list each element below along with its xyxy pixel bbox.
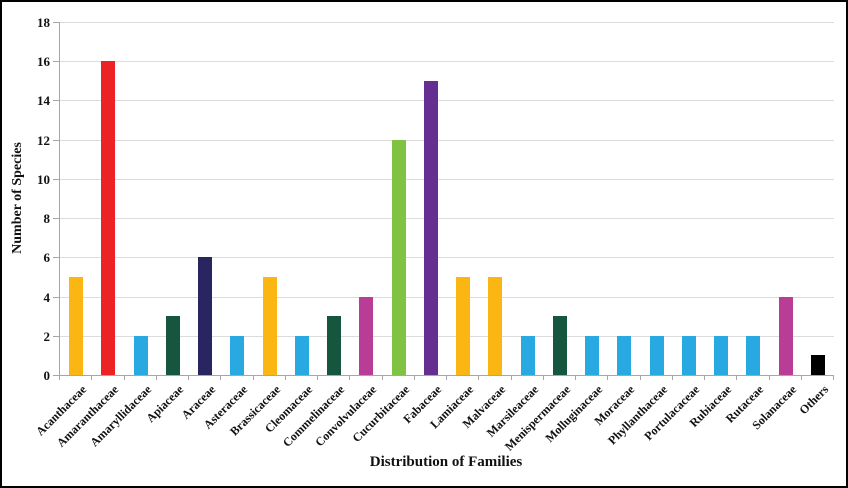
x-tick-mark [188, 376, 189, 380]
bar [810, 355, 825, 375]
x-tick-mark [317, 376, 318, 380]
bar [230, 335, 245, 375]
y-tick-mark [53, 218, 59, 220]
y-tick-label: 4 [43, 289, 51, 305]
gridline [60, 139, 834, 141]
gridline [60, 178, 834, 180]
bar [552, 316, 567, 375]
y-tick-mark [53, 61, 59, 63]
x-tick-mark [349, 376, 351, 380]
y-tick-mark [53, 178, 59, 180]
x-category-label: Others [796, 382, 832, 418]
y-tick-label: 0 [43, 368, 51, 383]
x-tick-mark [252, 376, 254, 380]
x-tick-mark [220, 376, 222, 380]
y-tick-label: 14 [37, 93, 50, 109]
bar [746, 335, 761, 375]
y-tick-mark [53, 22, 59, 23]
bar [133, 335, 148, 375]
x-tick-mark [446, 376, 447, 380]
gridline [60, 218, 834, 220]
x-tick-mark [284, 376, 286, 380]
y-tick-mark [53, 257, 59, 259]
gridline [60, 296, 834, 298]
bar [520, 335, 535, 375]
bar [456, 276, 471, 375]
y-tick-label: 6 [43, 250, 51, 266]
gridline [60, 61, 834, 63]
x-tick-mark [59, 376, 60, 380]
x-tick-mark [155, 376, 157, 380]
bar [359, 296, 374, 375]
x-tick-mark [510, 376, 512, 380]
x-tick-mark [607, 376, 609, 380]
y-tick-label: 16 [37, 54, 50, 70]
x-tick-mark [478, 376, 480, 380]
bar [423, 80, 438, 375]
x-tick-mark [575, 376, 576, 380]
x-tick-mark [671, 376, 673, 380]
plot-area [59, 22, 834, 376]
x-tick-mark [542, 376, 544, 380]
y-tick-label: 10 [37, 171, 50, 187]
bar [681, 335, 696, 375]
y-tick-label: 12 [37, 132, 50, 148]
y-axis-title: Number of Species [10, 142, 25, 254]
bar [617, 335, 632, 375]
x-tick-mark [736, 376, 738, 380]
bar [294, 335, 309, 375]
y-tick-mark [53, 335, 59, 337]
bar [714, 335, 729, 375]
x-axis-title: Distribution of Families [369, 454, 523, 470]
y-tick-label: 2 [43, 328, 51, 344]
x-tick-mark [800, 376, 802, 380]
bar [327, 316, 342, 375]
x-tick-mark [91, 376, 93, 380]
bar [649, 335, 664, 375]
x-tick-mark [704, 376, 705, 380]
bar [488, 276, 503, 375]
x-tick-mark [413, 376, 415, 380]
bar [69, 276, 84, 375]
x-tick-mark [381, 376, 383, 380]
bar [391, 139, 406, 375]
bar [198, 257, 213, 375]
y-tick-label: 8 [43, 211, 51, 227]
y-tick-label: 18 [37, 15, 50, 30]
bar [778, 296, 793, 375]
gridline [60, 100, 834, 102]
x-tick-mark [123, 376, 125, 380]
bar [165, 316, 180, 375]
x-tick-mark [639, 376, 641, 380]
gridline [60, 22, 834, 23]
bar [101, 61, 116, 375]
x-tick-mark [833, 376, 834, 380]
x-tick-mark [768, 376, 770, 380]
bar [262, 276, 277, 375]
bar [585, 335, 600, 375]
y-tick-mark [53, 375, 59, 376]
y-tick-mark [53, 100, 59, 102]
y-tick-mark [53, 139, 59, 141]
gridline [60, 335, 834, 337]
y-tick-mark [53, 296, 59, 298]
gridline [60, 257, 834, 259]
